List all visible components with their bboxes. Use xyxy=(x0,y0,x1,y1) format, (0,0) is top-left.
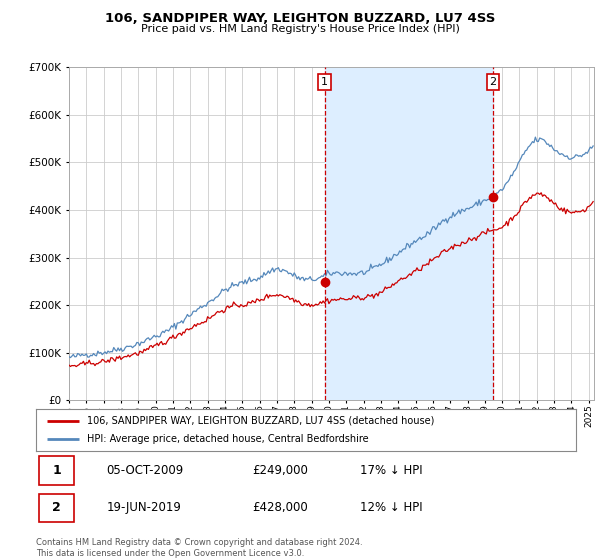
Text: 19-JUN-2019: 19-JUN-2019 xyxy=(106,501,181,515)
Text: £249,000: £249,000 xyxy=(252,464,308,477)
Text: 1: 1 xyxy=(52,464,61,477)
Text: 106, SANDPIPER WAY, LEIGHTON BUZZARD, LU7 4SS: 106, SANDPIPER WAY, LEIGHTON BUZZARD, LU… xyxy=(105,12,495,25)
Text: 2: 2 xyxy=(52,501,61,515)
Bar xyxy=(325,67,493,400)
Text: 2: 2 xyxy=(490,77,497,87)
Text: Price paid vs. HM Land Registry's House Price Index (HPI): Price paid vs. HM Land Registry's House … xyxy=(140,24,460,34)
Text: 05-OCT-2009: 05-OCT-2009 xyxy=(106,464,184,477)
Text: Contains HM Land Registry data © Crown copyright and database right 2024.
This d: Contains HM Land Registry data © Crown c… xyxy=(36,538,362,558)
Text: 12% ↓ HPI: 12% ↓ HPI xyxy=(360,501,422,515)
Text: 17% ↓ HPI: 17% ↓ HPI xyxy=(360,464,422,477)
Text: £428,000: £428,000 xyxy=(252,501,308,515)
FancyBboxPatch shape xyxy=(39,494,74,522)
FancyBboxPatch shape xyxy=(39,456,74,484)
Text: 106, SANDPIPER WAY, LEIGHTON BUZZARD, LU7 4SS (detached house): 106, SANDPIPER WAY, LEIGHTON BUZZARD, LU… xyxy=(88,416,434,426)
Text: 1: 1 xyxy=(321,77,328,87)
Text: HPI: Average price, detached house, Central Bedfordshire: HPI: Average price, detached house, Cent… xyxy=(88,434,369,444)
